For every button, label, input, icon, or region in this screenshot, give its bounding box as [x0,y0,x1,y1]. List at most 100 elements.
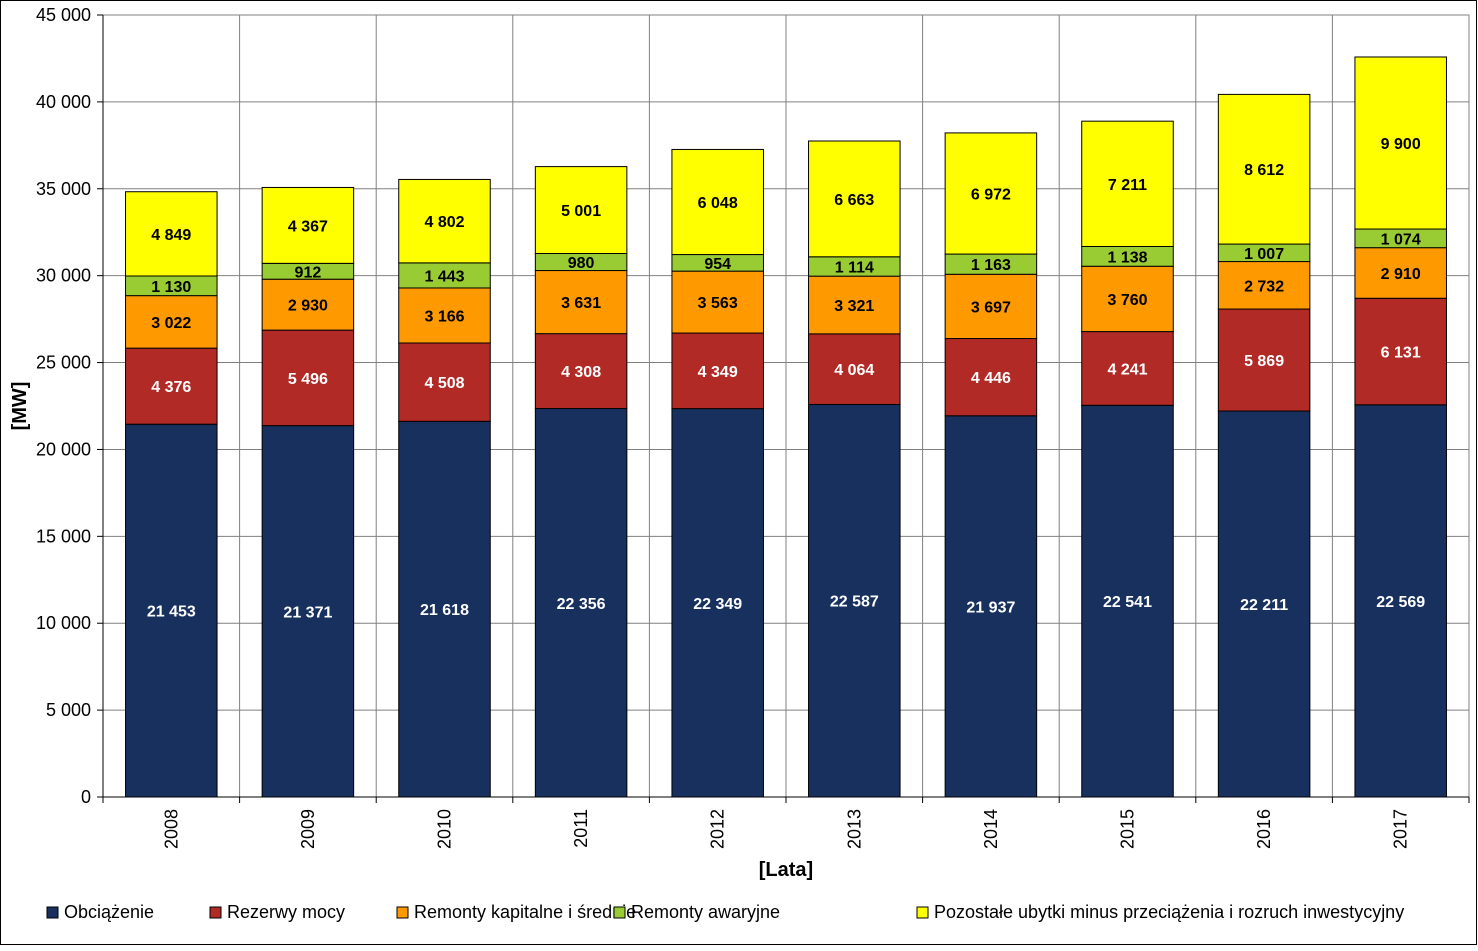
data-label: 3 631 [561,295,601,312]
legend-swatch [46,906,59,919]
bar-segment [944,338,1038,417]
data-label: 1 114 [835,259,874,276]
bar-segment [261,425,355,798]
data-label: 4 349 [698,364,738,381]
data-label: 22 349 [693,596,742,613]
data-label: 3 166 [424,308,464,325]
data-label: 1 163 [971,257,1011,274]
bar-segment [534,270,628,335]
data-label: 8 612 [1244,162,1284,179]
data-label: 912 [295,264,322,281]
y-tick-label: 35 000 [36,179,91,199]
bar-segment [125,191,218,277]
x-tick-label: 2015 [1118,809,1138,849]
bar-segment [261,329,355,427]
data-label: 5 869 [1244,353,1284,370]
y-tick-label: 25 000 [36,353,91,373]
bar-segment [671,408,764,798]
bar-segment [944,273,1038,340]
x-tick-label: 2016 [1254,809,1274,849]
data-label: 4 308 [561,364,601,381]
data-label: 4 376 [151,379,191,396]
data-label: 4 802 [424,214,464,231]
bar-segment [1354,56,1447,230]
legend-label: Remonty awaryjne [631,902,780,922]
data-label: 6 131 [1381,345,1421,362]
y-tick-label: 40 000 [36,92,91,112]
legend-swatch [916,906,929,919]
data-label: 3 760 [1107,292,1147,309]
data-label: 5 001 [561,203,601,220]
data-label: 4 367 [288,218,328,235]
bar-segment [534,166,628,255]
bar-segment [671,148,764,256]
bar-segment [1081,265,1174,333]
data-label: 3 697 [971,299,1011,316]
data-label: 22 211 [1240,597,1288,614]
bar-segment [398,287,491,344]
data-label: 22 541 [1103,594,1152,611]
bar-segment [534,408,628,798]
data-label: 4 241 [1107,361,1147,378]
data-label: 6 663 [834,192,874,209]
bar-segment [1354,404,1447,798]
data-label: 6 048 [698,195,738,212]
x-axis-title: [Lata] [759,859,813,881]
legend: Obciążenie Rezerwy mocy Remonty kapitalne … [46,902,1404,922]
legend-label: Obciążenie [64,902,154,922]
data-label: 2 910 [1381,266,1421,283]
data-label: 4 508 [424,375,464,392]
data-label: 22 569 [1376,594,1425,611]
data-label: 3 563 [698,295,738,312]
data-label: 1 443 [424,268,464,285]
data-label: 7 211 [1108,177,1147,194]
bar-segment [261,186,355,264]
axes: 0 5 000 10 000 15 000 20 000 25 000 30 000 35 0… [9,5,1470,881]
data-label: 1 138 [1107,249,1147,266]
x-tick-label: 2011 [571,809,591,848]
y-tick-label: 0 [81,787,91,807]
bar-segment [944,415,1038,798]
bar-segment [1081,331,1174,406]
bar-segment [398,420,491,798]
bar-segment [671,332,764,410]
legend-label: Rezerwy mocy [227,902,345,922]
data-label: 1 130 [151,279,191,296]
data-label: 22 356 [557,596,606,613]
bar-segment [398,262,491,289]
bar-segment [534,333,628,410]
data-label: 9 900 [1381,136,1421,153]
bar-segment [1354,247,1447,299]
data-label: 2 930 [288,298,328,315]
y-axis-title: [MW] [9,382,31,431]
data-label: 21 371 [283,604,332,621]
bar-segment [808,333,901,405]
bar-segment [1217,410,1311,798]
data-label: 980 [568,255,595,272]
bar-segment [125,295,218,349]
data-label: 4 064 [834,362,874,379]
data-label: 2 732 [1244,278,1284,295]
data-label: 21 937 [966,599,1015,616]
bar-segment [944,132,1038,255]
data-label: 21 453 [147,604,196,621]
data-label: 1 007 [1244,246,1284,263]
data-label: 3 321 [834,298,874,315]
bar-segment [1217,93,1311,245]
legend-label: Remonty kapitalne i średnie [414,902,636,922]
bar-segment [808,275,901,335]
bar-segment [398,178,491,264]
legend-swatch [396,906,409,919]
legend-label: Pozostałe ubytki minus przeciążenia i ro… [934,902,1404,922]
bar-segment [1354,297,1447,406]
x-tick-label: 2014 [981,809,1001,849]
bars: 21 453 4 376 3 022 1 130 4 849 21 371 5 496 2 9… [125,56,1447,798]
x-tick-label: 2017 [1391,809,1411,849]
y-tick-label: 30 000 [36,266,91,286]
data-label: 4 446 [971,370,1011,387]
bar-segment [1217,261,1311,310]
y-tick-label: 10 000 [36,613,91,633]
data-label: 22 587 [830,594,879,611]
